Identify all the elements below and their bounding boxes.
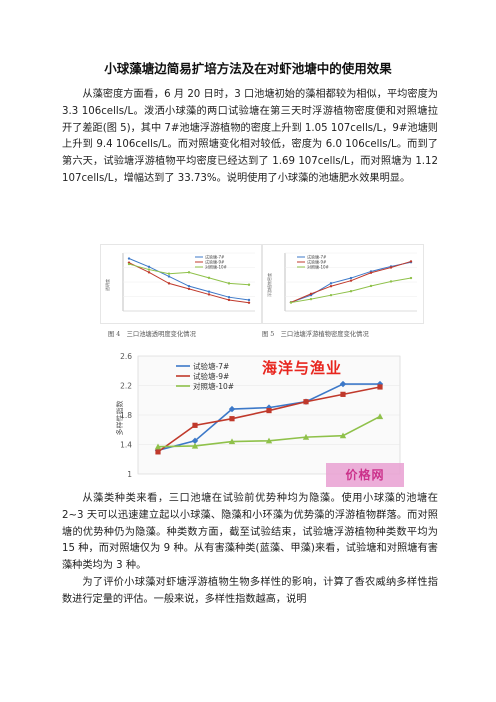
data-point: [147, 268, 151, 271]
data-point-square: [303, 399, 309, 405]
price-site-stamp: 价格网: [326, 463, 404, 487]
data-point: [167, 275, 171, 278]
y-axis-label: 浮游植物密度: [266, 273, 272, 297]
legend-label: 对照塘-10#: [307, 264, 330, 270]
paragraph-3-text: 为了评价小球藻对虾塘浮游植物生物多样性的影响，计算了香农威纳多样性指数进行定量的…: [62, 576, 438, 605]
y-tick-label: 1.8: [120, 411, 132, 420]
y-axis-label: 多样性指数: [115, 401, 124, 436]
watermark-logo: 海洋与渔业: [262, 359, 343, 377]
legend-label: 试验塘-9#: [205, 259, 225, 265]
data-point-diamond: [228, 405, 236, 413]
data-point: [167, 282, 171, 285]
data-point-triangle: [191, 442, 199, 449]
paragraph-2: 从藻类种类来看，三口池塘在试验前优势种均为隐藻。使用小球藻的池塘在 2~3 天可…: [62, 491, 438, 609]
data-point: [247, 283, 251, 286]
data-point-square: [155, 449, 161, 455]
legend-label: 对照塘-10#: [193, 381, 234, 391]
data-point-diamond: [376, 380, 384, 388]
data-point-square: [192, 422, 198, 428]
series-line-1: [128, 258, 250, 301]
data-point: [409, 276, 413, 280]
figure-4-caption: 图 4 三口池塘透明度变化情况: [108, 331, 196, 338]
data-point: [207, 293, 211, 296]
paragraph-2-text: 从藻类种类来看，三口池塘在试验前优势种均为隐藻。使用小球藻的池塘在 2~3 天可…: [62, 493, 438, 572]
data-point-triangle: [339, 432, 347, 439]
data-point: [369, 284, 373, 288]
y-tick-label: 1: [127, 470, 132, 479]
figure-5-caption: 图 5 三口池塘浮游植物密度变化情况: [262, 331, 369, 338]
data-point: [329, 282, 333, 285]
legend-label: 试验塘-7#: [307, 254, 327, 260]
data-point: [329, 285, 333, 288]
data-point-square: [340, 391, 346, 397]
y-tick-label: 2.6: [120, 352, 132, 361]
data-point: [389, 280, 393, 283]
data-point-square: [377, 384, 383, 390]
data-point-triangle: [154, 443, 162, 450]
data-point: [227, 295, 231, 299]
figure-4-transparency-chart: 透明度 试验塘-7# 试验塘-9# 对照塘-10#: [100, 244, 262, 324]
data-point-triangle: [228, 438, 236, 445]
data-point-triangle: [302, 433, 310, 440]
data-point-diamond: [265, 404, 273, 411]
legend-label: 试验塘-9#: [193, 371, 229, 381]
data-point-diamond: [191, 437, 199, 445]
data-point: [309, 292, 313, 296]
data-point-triangle: [265, 437, 273, 444]
data-point: [187, 284, 191, 288]
data-point: [289, 301, 293, 304]
data-point: [187, 271, 191, 274]
y-tick-label: 1.4: [120, 441, 132, 450]
data-point: [147, 265, 151, 269]
data-point-triangle: [376, 413, 384, 420]
data-point: [187, 287, 191, 291]
figure-5-density-chart: 浮游植物密度 试验塘-7# 试验塘-9# 对照塘-10#: [262, 244, 424, 324]
data-point: [127, 262, 131, 266]
data-point: [207, 290, 211, 293]
data-point: [207, 276, 211, 280]
data-point: [389, 266, 393, 269]
data-point: [369, 271, 373, 274]
paragraph-1-text: 从藻密度方面看，6 月 20 日时，3 口池塘初始的藻相都较为相似，平均密度为 …: [62, 89, 438, 184]
y-tick-label: 2.2: [120, 382, 132, 391]
figure-4-svg: 透明度 试验塘-7#试验塘-9#对照塘-10#: [104, 252, 255, 312]
data-point: [349, 279, 353, 282]
data-point-diamond: [339, 380, 347, 388]
data-point: [147, 271, 151, 274]
y-axis-label: 透明度: [104, 279, 110, 291]
data-point-square: [266, 407, 272, 414]
data-point: [227, 282, 231, 285]
data-point: [127, 257, 131, 260]
data-point: [247, 298, 251, 302]
figure-5-svg: 浮游植物密度 试验塘-7#试验塘-9#对照塘-10#: [266, 252, 417, 312]
series-line-3: [128, 263, 250, 286]
data-point: [247, 301, 251, 304]
data-point: [227, 298, 231, 302]
legend-label: 试验塘-9#: [307, 259, 327, 265]
data-point-square: [229, 416, 235, 422]
data-point: [329, 293, 333, 297]
diversity-index-chart: 2.6 2.2 1.8 1.4 1 多样性指数 试验塘-7#试验塘-9#对照塘-10#: [115, 352, 401, 479]
paragraph-1: 从藻密度方面看，6 月 20 日时，3 口池塘初始的藻相都较为相似，平均密度为 …: [62, 87, 438, 188]
legend-label: 试验塘-7#: [193, 361, 229, 371]
data-point: [349, 290, 353, 293]
data-point: [349, 276, 353, 280]
legend-label: 对照塘-10#: [205, 264, 228, 270]
data-point: [409, 260, 413, 263]
data-point: [167, 272, 171, 275]
data-point: [309, 297, 313, 301]
legend-label: 试验塘-7#: [205, 254, 225, 260]
article-title: 小球藻塘边简易扩培方法及在对虾池塘中的使用效果: [104, 61, 392, 76]
